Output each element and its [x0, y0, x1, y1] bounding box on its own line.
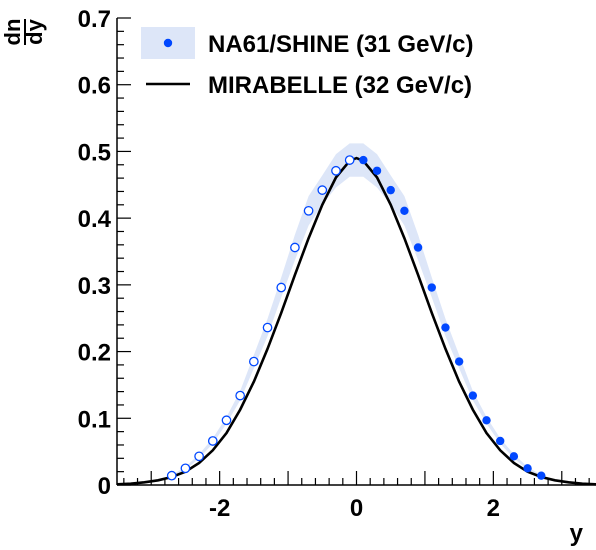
data-point-open [249, 356, 259, 367]
data-point-filled [523, 464, 532, 473]
data-point-open [166, 470, 177, 481]
model-curve-line [116, 156, 596, 486]
data-point-filled [400, 206, 409, 216]
y-tick-label: 0 [98, 473, 111, 500]
x-tick-label: 2 [487, 495, 500, 522]
y-tick-label: 0.7 [78, 6, 111, 33]
legend: NA61/SHINE (31 GeV/c) MIRABELLE (32 GeV/c… [141, 27, 473, 99]
y-tick-label: 0.2 [78, 340, 111, 367]
data-point-filled [454, 357, 464, 366]
data-point-open [303, 205, 314, 216]
data-point-filled [482, 416, 491, 425]
data-point-open [344, 155, 355, 165]
data-point-filled [359, 155, 368, 165]
legend-label-na61: NA61/SHINE (31 GeV/c) [208, 31, 473, 58]
uncertainty-band-layer [171, 143, 542, 477]
data-points-layer [166, 155, 546, 481]
data-point-filled [468, 391, 478, 400]
y-axis-title: dn dy [0, 18, 47, 45]
y-axis-title-numerator: dn [0, 19, 25, 46]
model-curve-layer [116, 156, 596, 486]
data-point-filled [537, 471, 546, 480]
data-point-open [290, 242, 300, 253]
data-point-filled [413, 243, 423, 252]
data-point-filled [441, 323, 450, 332]
y-axis-title-denominator: dy [22, 18, 47, 44]
uncertainty-band [171, 143, 542, 477]
legend-label-mirabelle: MIRABELLE (32 GeV/c) [208, 72, 472, 99]
legend-point-marker [163, 38, 173, 48]
data-point-open [180, 463, 191, 474]
data-point-open [235, 390, 246, 401]
data-point-open [221, 415, 232, 426]
x-axis-title: y [570, 520, 584, 547]
data-point-filled [372, 166, 382, 175]
x-tick-label: 0 [350, 495, 363, 522]
data-point-open [331, 165, 341, 176]
data-point-filled [509, 452, 519, 461]
axes-layer: 0 0.1 0.2 0.3 0.4 0.5 0.6 0.7 -2 0 2 [78, 6, 596, 522]
y-tick-label: 0.4 [78, 206, 112, 233]
data-point-open [262, 322, 273, 333]
data-point-filled [496, 436, 505, 446]
data-point-filled [386, 185, 395, 195]
data-point-open [207, 436, 218, 446]
y-tick-label: 0.6 [78, 73, 111, 100]
y-tick-label: 0.1 [78, 406, 111, 433]
data-point-open [276, 282, 287, 293]
y-tick-label: 0.5 [78, 139, 111, 166]
data-point-open [194, 451, 204, 462]
y-tick-label: 0.3 [78, 273, 111, 300]
data-point-filled [427, 283, 436, 292]
data-point-open [317, 185, 328, 195]
x-tick-label: -2 [209, 495, 230, 522]
